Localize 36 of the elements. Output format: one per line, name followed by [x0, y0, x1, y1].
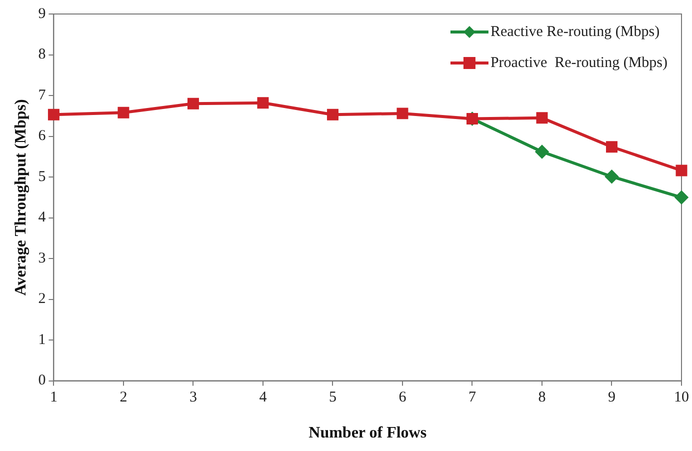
x-tick-label: 7 — [468, 390, 476, 406]
y-tick-label: 7 — [38, 87, 46, 104]
x-tick-label: 8 — [538, 390, 546, 406]
y-tick-label: 3 — [38, 250, 46, 266]
point — [675, 190, 688, 204]
point — [605, 170, 618, 184]
point — [187, 98, 199, 110]
x-tick-label: 3 — [189, 390, 197, 406]
y-tick-label: 5 — [38, 168, 46, 185]
point — [326, 108, 338, 120]
legend-label: Proactive Re-routing (Mbps) — [490, 54, 668, 71]
point — [676, 164, 688, 176]
y-tick-label: 6 — [38, 128, 46, 144]
y-tick-label: 4 — [38, 210, 46, 226]
y-axis-title: Average Throughput (Mbps) — [12, 99, 30, 296]
x-tick-label: 2 — [120, 390, 128, 406]
x-tick-label: 4 — [259, 390, 268, 406]
y-tick-label: 9 — [38, 6, 46, 22]
x-tick-label: 6 — [398, 390, 407, 406]
y-tick-label: 8 — [38, 46, 46, 63]
x-axis-title: Number of Flows — [308, 424, 427, 442]
point — [257, 97, 269, 109]
x-tick-label: 9 — [608, 390, 616, 406]
point — [48, 108, 60, 120]
x-tick-label: 1 — [50, 390, 58, 406]
x-tick-label: 5 — [328, 390, 336, 406]
y-tick-label: 0 — [38, 372, 46, 389]
y-tick-label: 1 — [38, 332, 46, 348]
point — [535, 145, 548, 158]
point — [396, 108, 408, 120]
point — [118, 106, 130, 118]
x-tick-label: 10 — [674, 390, 689, 406]
point — [536, 112, 548, 124]
point — [606, 141, 618, 153]
legend-label: Reactive Re-routing (Mbps) — [490, 24, 660, 40]
y-tick-label: 2 — [38, 291, 46, 308]
